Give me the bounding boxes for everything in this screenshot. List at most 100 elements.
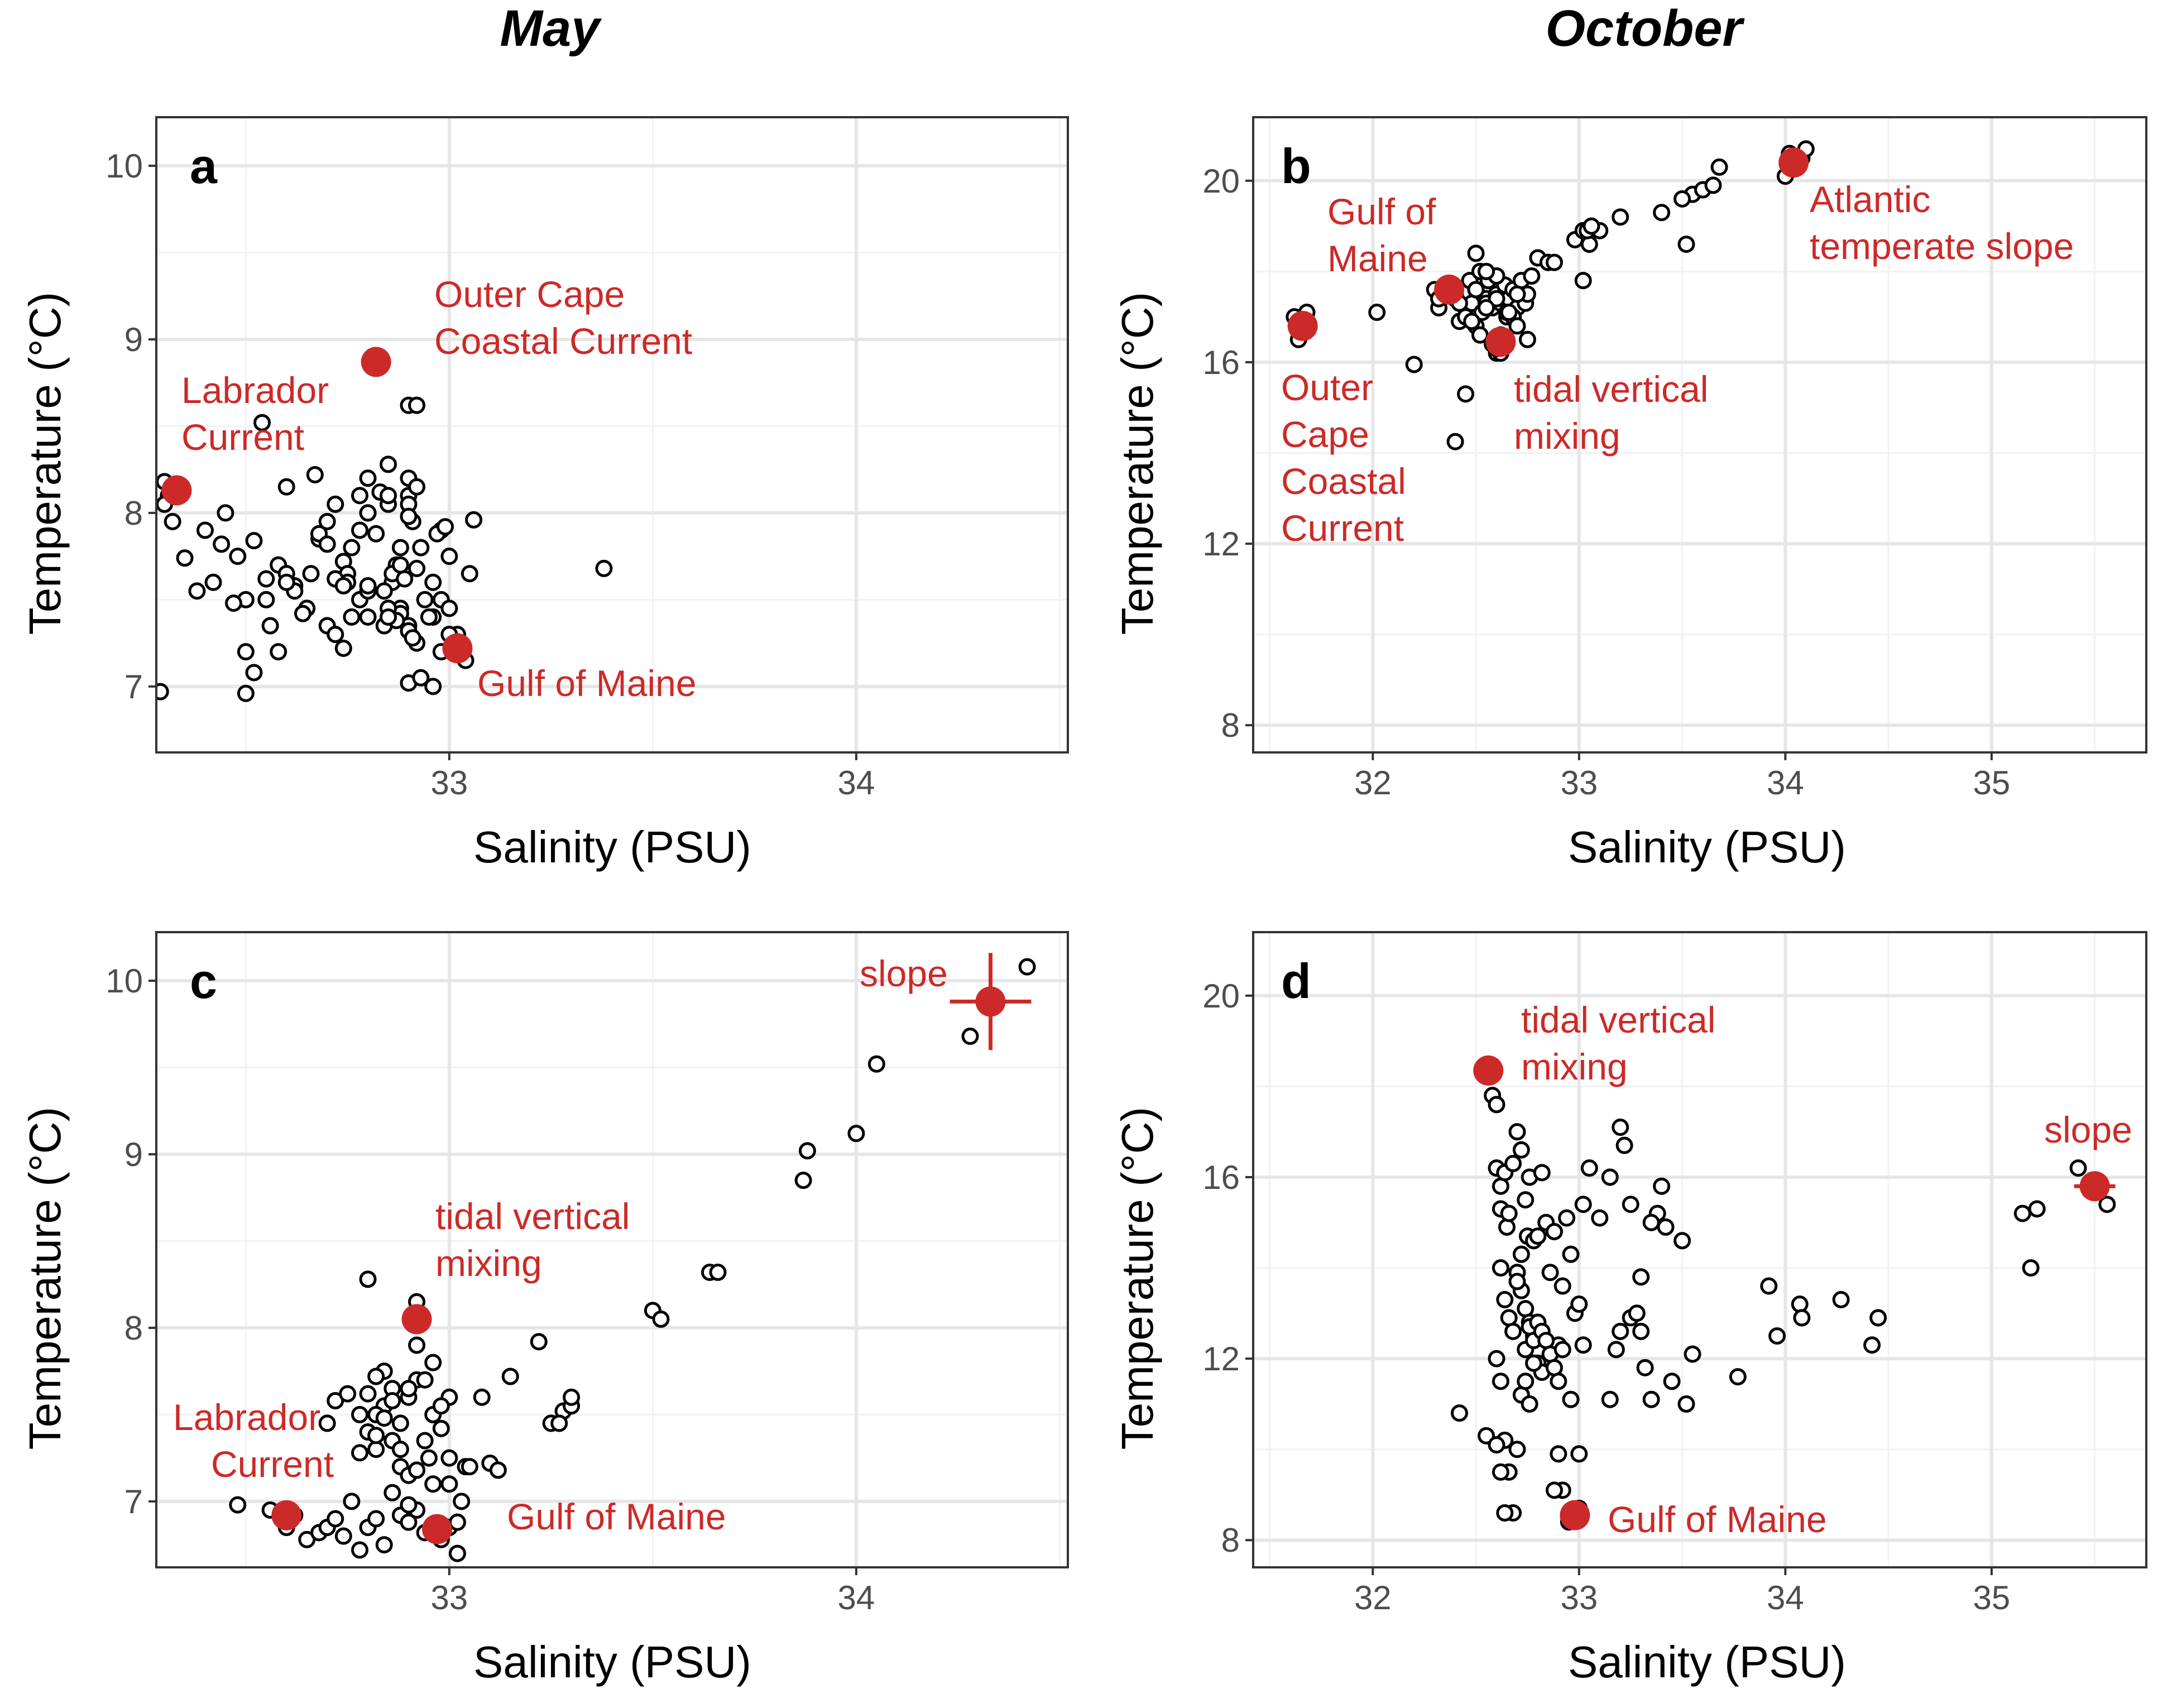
observation-point	[2069, 1159, 2087, 1177]
panel-frame	[155, 931, 1069, 1568]
observation-point	[1488, 1436, 1505, 1454]
source-point	[161, 475, 192, 506]
observation-point	[359, 469, 377, 487]
observation-point	[391, 1414, 409, 1432]
panel-frame	[1252, 116, 2147, 754]
label-outer-cape-1: Outer	[1281, 367, 1373, 408]
observation-point	[367, 1510, 385, 1528]
observation-point	[359, 608, 377, 626]
y-axis-title-d: Temperature (°C)	[1113, 1107, 1162, 1450]
observation-point	[1529, 1227, 1547, 1245]
observation-point	[1446, 433, 1464, 450]
observation-point	[1615, 1136, 1633, 1154]
observation-point	[1521, 1395, 1538, 1413]
label-outer-cape-2: Cape	[1281, 414, 1369, 455]
observation-point	[343, 608, 361, 626]
y-tick-label: 20	[1202, 977, 1240, 1015]
observation-point	[1636, 1359, 1654, 1376]
observation-point	[440, 1449, 458, 1467]
observation-point	[1632, 1322, 1650, 1340]
observation-point	[473, 1388, 491, 1406]
label-outer-cape-1: Outer Cape	[434, 274, 625, 315]
observation-point	[351, 521, 369, 539]
observation-point	[432, 1397, 450, 1415]
x-axis-title-d: Salinity (PSU)	[1568, 1637, 1846, 1687]
label-gulf-of-maine: Gulf of Maine	[507, 1496, 726, 1537]
source-point	[422, 1514, 453, 1544]
observation-points	[229, 953, 1036, 1562]
observation-point	[1553, 1277, 1571, 1295]
observation-point	[375, 1536, 393, 1554]
label-gulf-of-maine: Gulf of Maine	[1608, 1499, 1827, 1540]
observation-point	[1684, 1345, 1701, 1363]
observation-point	[400, 1496, 418, 1514]
observation-point	[380, 487, 397, 505]
observation-point	[1642, 1390, 1660, 1408]
column-title-october: October	[1546, 0, 1745, 57]
y-axis-title-b: Temperature (°C)	[1113, 292, 1162, 635]
x-tick-label: 35	[1973, 764, 2010, 802]
panel-c: 33 34 7 8 9 10 c Labrador Current tidal verti…	[20, 931, 1069, 1687]
observation-point	[1492, 1373, 1509, 1390]
observation-point	[351, 1541, 369, 1559]
observation-point	[1601, 1168, 1619, 1186]
observation-point	[1729, 1368, 1747, 1386]
observation-point	[501, 1368, 519, 1385]
observation-point	[1663, 1373, 1681, 1390]
observation-point	[1653, 204, 1671, 222]
observation-point	[1492, 1259, 1509, 1277]
observation-point	[453, 1493, 471, 1510]
observation-point	[1677, 1395, 1695, 1413]
observation-point	[1467, 244, 1485, 262]
observation-point	[1488, 1096, 1505, 1114]
observation-point	[156, 683, 169, 701]
observation-point	[367, 1368, 385, 1385]
observation-point	[440, 1475, 458, 1493]
observation-point	[424, 573, 442, 591]
source-point	[442, 633, 473, 664]
observation-point	[847, 1125, 865, 1143]
observation-point	[1657, 1218, 1675, 1236]
plot-layer-a: 33 34 7 8 9 10	[106, 116, 1069, 802]
observation-point	[359, 504, 377, 522]
observation-point	[1791, 1296, 1809, 1313]
observation-point	[245, 664, 263, 682]
observation-point	[550, 1414, 568, 1432]
y-tick-label: 7	[124, 668, 143, 706]
observation-point	[327, 626, 344, 644]
observation-point	[1467, 281, 1485, 299]
observation-point	[1574, 1196, 1592, 1213]
observation-point	[1478, 262, 1495, 280]
observation-point	[2022, 1259, 2040, 1277]
observation-point	[437, 518, 454, 536]
label-tidal-mixing-2: mixing	[1521, 1046, 1628, 1087]
y-tick-label: 9	[124, 321, 143, 358]
observation-point	[229, 1496, 247, 1514]
x-tick-label: 33	[1560, 1579, 1598, 1616]
observation-point	[261, 617, 279, 635]
observation-point	[1512, 1141, 1530, 1159]
observation-point	[383, 1392, 401, 1410]
panel-letter-a: a	[190, 138, 218, 194]
y-tick-label: 8	[1221, 707, 1240, 744]
observation-point	[1545, 1481, 1563, 1499]
observation-point	[1500, 1205, 1518, 1222]
observation-point	[404, 629, 421, 647]
y-tick-label: 20	[1202, 162, 1240, 200]
source-point	[1485, 327, 1516, 357]
panel-frame	[155, 116, 1069, 754]
label-outer-cape-3: Coastal	[1281, 460, 1406, 502]
observation-point	[253, 414, 271, 431]
panel-letter-d: d	[1281, 953, 1311, 1009]
observation-point	[1553, 1341, 1571, 1359]
observation-point	[563, 1388, 581, 1406]
observation-point	[1457, 385, 1475, 403]
observation-point	[306, 466, 324, 484]
observation-point	[1478, 299, 1495, 316]
observation-point	[1583, 217, 1600, 235]
observation-point	[391, 556, 409, 574]
observation-point	[375, 1409, 393, 1427]
observation-point	[1562, 1245, 1580, 1263]
column-title-may: May	[500, 0, 602, 57]
